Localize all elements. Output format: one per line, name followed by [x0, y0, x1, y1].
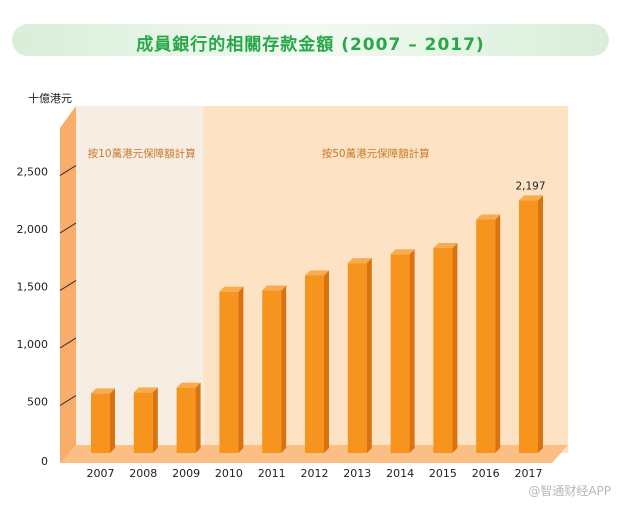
bar-2007-side	[110, 388, 115, 453]
title-banner: 成員銀行的相關存款金額 (2007 – 2017)	[12, 24, 609, 56]
y-tick-label: 2,500	[17, 166, 49, 179]
y-axis-label: 十億港元	[28, 91, 72, 105]
data-label-2017: 2,197	[515, 180, 545, 192]
x-tick-label: 2007	[87, 467, 115, 480]
bar-2012-side	[324, 270, 329, 453]
bar-2011-front	[262, 290, 282, 453]
bar-2015-front	[433, 247, 453, 453]
y-tick-mark	[59, 165, 77, 176]
x-tick-label: 2012	[301, 467, 329, 480]
y-tick-label: 2,000	[17, 223, 49, 236]
bar-2010-side	[238, 286, 244, 453]
y-tick-mark	[59, 222, 77, 234]
bar-2008-front	[133, 392, 153, 453]
y-tick-mark	[59, 280, 77, 291]
bar-2016-side	[495, 214, 501, 453]
bar-2013-top	[347, 258, 372, 264]
bar-2010-front	[219, 291, 239, 453]
bar-2013-front	[347, 263, 367, 453]
bar-2008-side	[152, 387, 158, 453]
x-tick-label: 2015	[429, 467, 457, 480]
region-label-1: 按10萬港元保障額計算	[88, 147, 196, 160]
y-tick-label: 1,000	[17, 338, 49, 351]
bar-2014-top	[390, 249, 415, 255]
bar-2010-top	[219, 286, 244, 292]
bar-2015-side	[452, 242, 458, 453]
bar-2016-front	[476, 219, 496, 453]
left-side-wall	[60, 106, 76, 463]
bar-2015-top	[433, 242, 458, 248]
x-tick-label: 2016	[472, 467, 500, 480]
x-tick-label: 2008	[129, 467, 157, 480]
bar-2007-top	[91, 388, 115, 394]
bar-2009-side	[195, 382, 201, 453]
chart-title: 成員銀行的相關存款金額 (2007 – 2017)	[136, 35, 485, 55]
bar-2012-front	[305, 275, 324, 453]
y-tick-label: 1,500	[17, 281, 49, 294]
bar-2014-front	[390, 254, 410, 453]
watermark-text: @智通财经APP	[528, 484, 611, 498]
y-tick-mark	[59, 395, 77, 406]
bar-2017-side	[538, 195, 543, 453]
bar-2007-front	[91, 393, 110, 453]
x-tick-label: 2013	[343, 467, 371, 480]
bar-2009-front	[176, 387, 196, 453]
bar-2013-side	[366, 258, 372, 453]
region-label-2: 按50萬港元保障額計算	[322, 147, 430, 160]
bar-2011-side	[281, 285, 287, 453]
x-tick-label: 2010	[215, 467, 243, 480]
bar-2008-top	[133, 387, 158, 393]
x-tick-label: 2009	[172, 467, 200, 480]
bar-2012-top	[305, 270, 329, 276]
x-tick-label: 2011	[258, 467, 286, 480]
x-tick-label: 2017	[515, 467, 543, 480]
y-tick-label: 0	[41, 455, 48, 468]
x-tick-label: 2014	[386, 467, 414, 480]
bar-2009-top	[176, 382, 201, 388]
y-tick-mark	[59, 337, 77, 349]
y-tick-label: 500	[27, 396, 48, 409]
bar-2017-top	[519, 195, 543, 201]
bar-2016-top	[476, 214, 501, 220]
bar-2017-front	[519, 200, 538, 453]
bar-2014-side	[409, 249, 415, 453]
bar-2011-top	[262, 285, 287, 291]
